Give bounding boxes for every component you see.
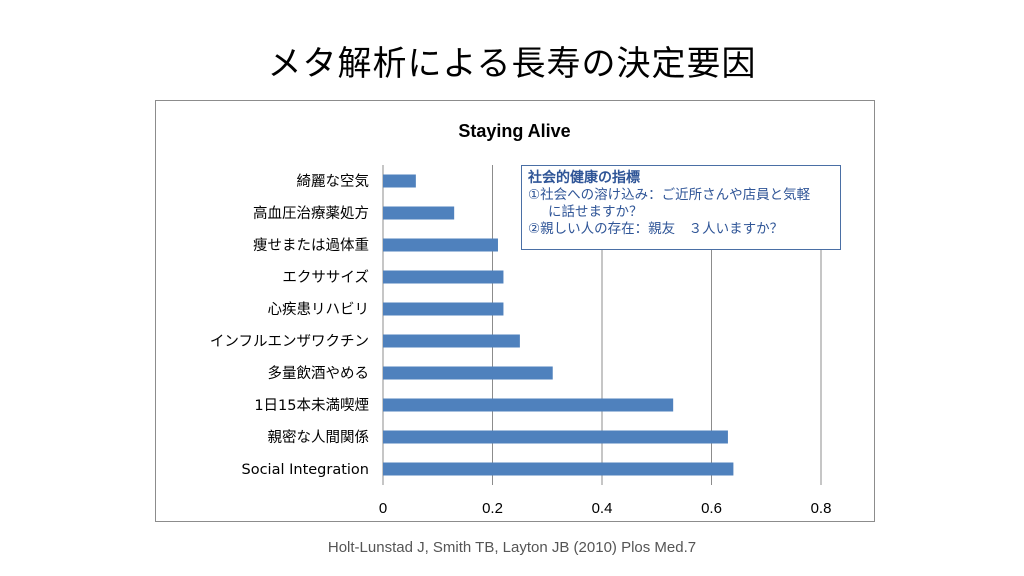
annotation-box: 社会的健康の指標 ①社会への溶け込み：ご近所さんや店員と気軽 に話せますか？ ②… <box>521 165 841 250</box>
chart-frame: 綺麗な空気高血圧治療薬処方 痩せまたは過体重エクササイズ心疾患リハビリインフルエン… <box>155 100 875 522</box>
bar <box>383 366 553 380</box>
category-label: 多量飲酒やめる <box>268 365 370 382</box>
bar <box>383 334 520 348</box>
chart-title: Staying Alive <box>458 121 571 141</box>
category-label: 1日15本未満喫煙 <box>254 397 369 414</box>
bar <box>383 174 416 188</box>
x-tick-label: 0.2 <box>482 500 503 517</box>
x-tick-label: 0.6 <box>701 500 722 517</box>
bar <box>383 302 504 316</box>
category-label: エクササイズ <box>282 269 369 286</box>
annotation-title: 社会的健康の指標 <box>528 170 640 186</box>
bar <box>383 398 674 412</box>
bar <box>383 206 455 220</box>
x-tick-label: 0.8 <box>811 500 832 517</box>
bar <box>383 430 728 444</box>
slide-title: メタ解析による長寿の決定要因 <box>267 44 757 84</box>
x-tick-label: 0.4 <box>592 500 613 517</box>
category-label: インフルエンザワクチン <box>210 333 369 350</box>
annotation-line-1: ①社会への溶け込み：ご近所さんや店員と気軽 <box>528 187 811 203</box>
bar <box>383 462 734 476</box>
x-tick-label: 0 <box>379 500 387 517</box>
annotation-line-3: ②親しい人の存在：親友 ３人いますか？ <box>528 221 784 237</box>
category-label: 親密な人間関係 <box>268 429 370 446</box>
bar <box>383 270 504 284</box>
bar <box>383 238 498 252</box>
bar-chart: 綺麗な空気高血圧治療薬処方痩せまたは過体重エクササイズ心疾患リハビリインフルエン… <box>210 165 832 517</box>
category-label: 痩せまたは過体重 <box>253 236 369 254</box>
category-label: 心疾患リハビリ <box>268 301 370 318</box>
citation: Holt-Lunstad J, Smith TB, Layton JB (201… <box>327 539 697 556</box>
annotation-line-2: に話せますか？ <box>548 204 643 220</box>
category-label: Social Integration <box>242 462 370 478</box>
category-label: 高血圧治療薬処方 <box>253 205 369 222</box>
category-label: 綺麗な空気 <box>297 173 370 190</box>
